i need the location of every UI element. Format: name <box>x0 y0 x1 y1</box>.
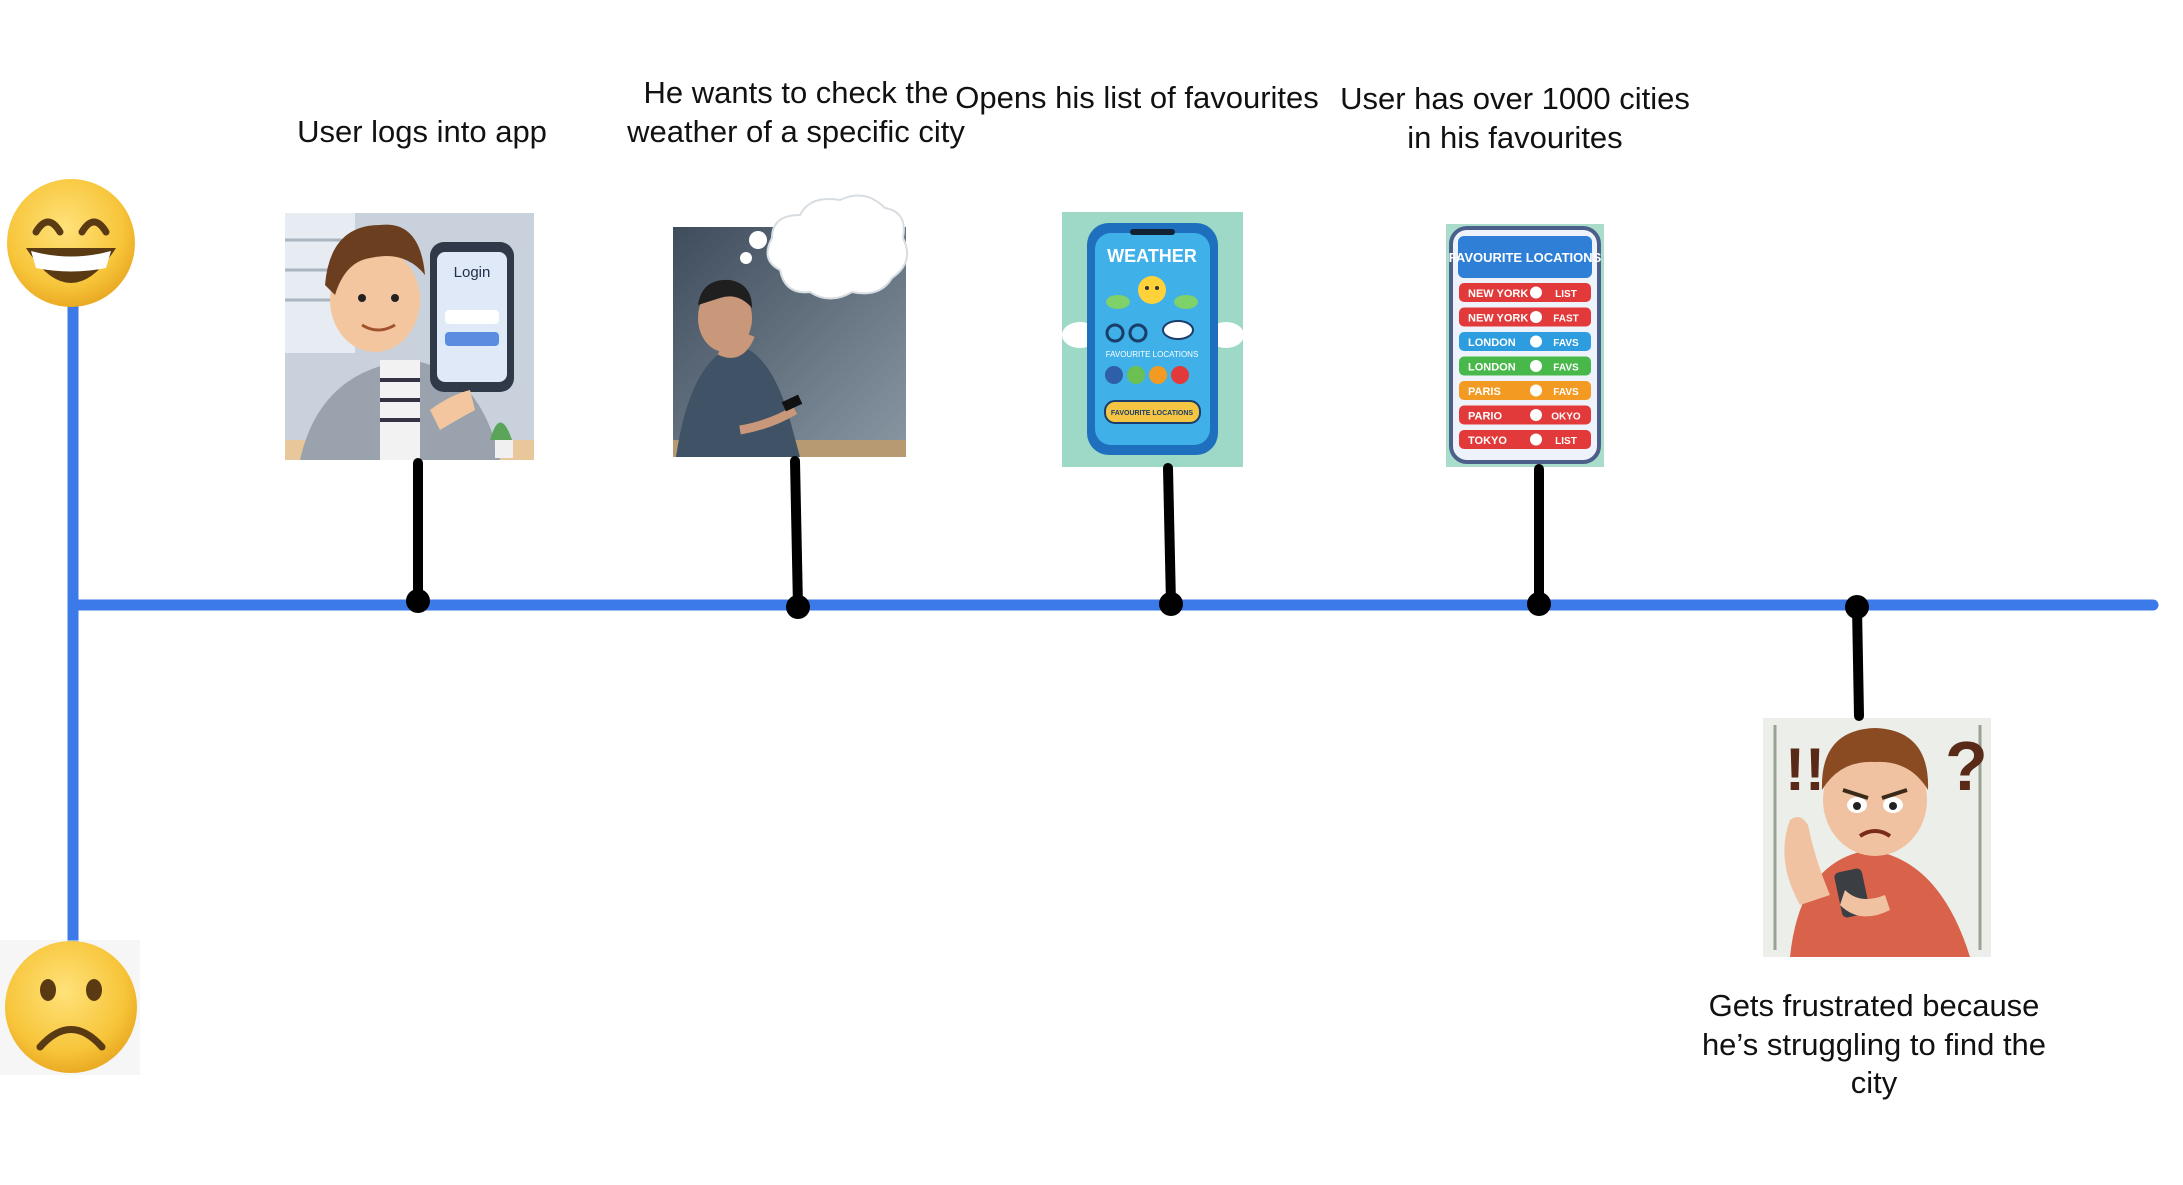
weather-app-phone-illustration: WEATHER FAVOURITE LOCATIONS FAVOURITE LO… <box>1062 212 1244 467</box>
step-4-node <box>1527 592 1551 616</box>
step-3-node <box>1159 592 1183 616</box>
step-5-caption: Gets frustrated because he’s struggling … <box>1701 988 2047 1100</box>
favourite-row-city: NEW YORK <box>1468 288 1528 300</box>
weather-phone-title: WEATHER <box>1107 246 1197 266</box>
svg-text:!!: !! <box>1785 736 1825 803</box>
step-2-caption: He wants to check the weather of a speci… <box>627 75 965 149</box>
frowning-face-emoji <box>0 940 140 1075</box>
favourite-row-city: LONDON <box>1468 362 1516 374</box>
step-4-caption: User has over 1000 cities in his favouri… <box>1340 81 1690 155</box>
step-3-stem <box>1163 463 1176 609</box>
favourite-row: LONDON FAVS <box>1459 356 1591 376</box>
favourite-row: NEW YORK LIST <box>1459 283 1591 302</box>
step-5-node <box>1845 595 1869 619</box>
favourite-row: PARIS FAVS <box>1459 381 1591 400</box>
favourites-phone-title: FAVOURITE LOCATIONS <box>1449 250 1602 265</box>
favourite-row-city: PARIO <box>1468 411 1502 423</box>
thinking-man-with-thought-bubble-illustration <box>673 194 909 457</box>
timeline-stems <box>406 456 1869 721</box>
favourite-row-tag: FAVS <box>1553 363 1579 374</box>
man-holding-phone-login-illustration: Login <box>285 213 534 460</box>
svg-text:?: ? <box>1945 727 1988 805</box>
favourite-row: PARIO OKYO <box>1459 405 1591 425</box>
favourite-row-tag: OKYO <box>1551 412 1581 423</box>
step-2-stem <box>790 456 803 612</box>
favourite-row-city: LONDON <box>1468 337 1516 349</box>
frustrated-boy-with-phone-illustration: !! ? <box>1763 718 1991 957</box>
favourite-row: NEW YORK FAST <box>1459 307 1591 327</box>
weather-phone-subtitle: FAVOURITE LOCATIONS <box>1106 350 1199 359</box>
favourite-row-tag: FAVS <box>1553 338 1579 349</box>
weather-phone-button: FAVOURITE LOCATIONS <box>1111 410 1194 417</box>
favourite-row-city: TOKYO <box>1468 435 1507 447</box>
grinning-face-emoji <box>7 179 135 307</box>
step-5-stem <box>1852 602 1864 721</box>
favourite-row: TOKYO LIST <box>1459 430 1591 449</box>
step-1-caption: User logs into app <box>297 114 547 149</box>
favourite-row-tag: LIST <box>1555 289 1577 300</box>
step-1-node <box>406 589 430 613</box>
phone-login-label: Login <box>454 264 491 281</box>
favourite-row-tag: LIST <box>1555 436 1577 447</box>
step-2-node <box>786 595 810 619</box>
favourite-row-tag: FAVS <box>1553 387 1579 398</box>
favourite-row-tag: FAST <box>1553 314 1579 325</box>
step-3-caption: Opens his list of favourites <box>955 80 1319 115</box>
favourite-row-city: NEW YORK <box>1468 313 1528 325</box>
favourite-row-city: PARIS <box>1468 386 1501 398</box>
favourite-row: LONDON FAVS <box>1459 332 1591 351</box>
